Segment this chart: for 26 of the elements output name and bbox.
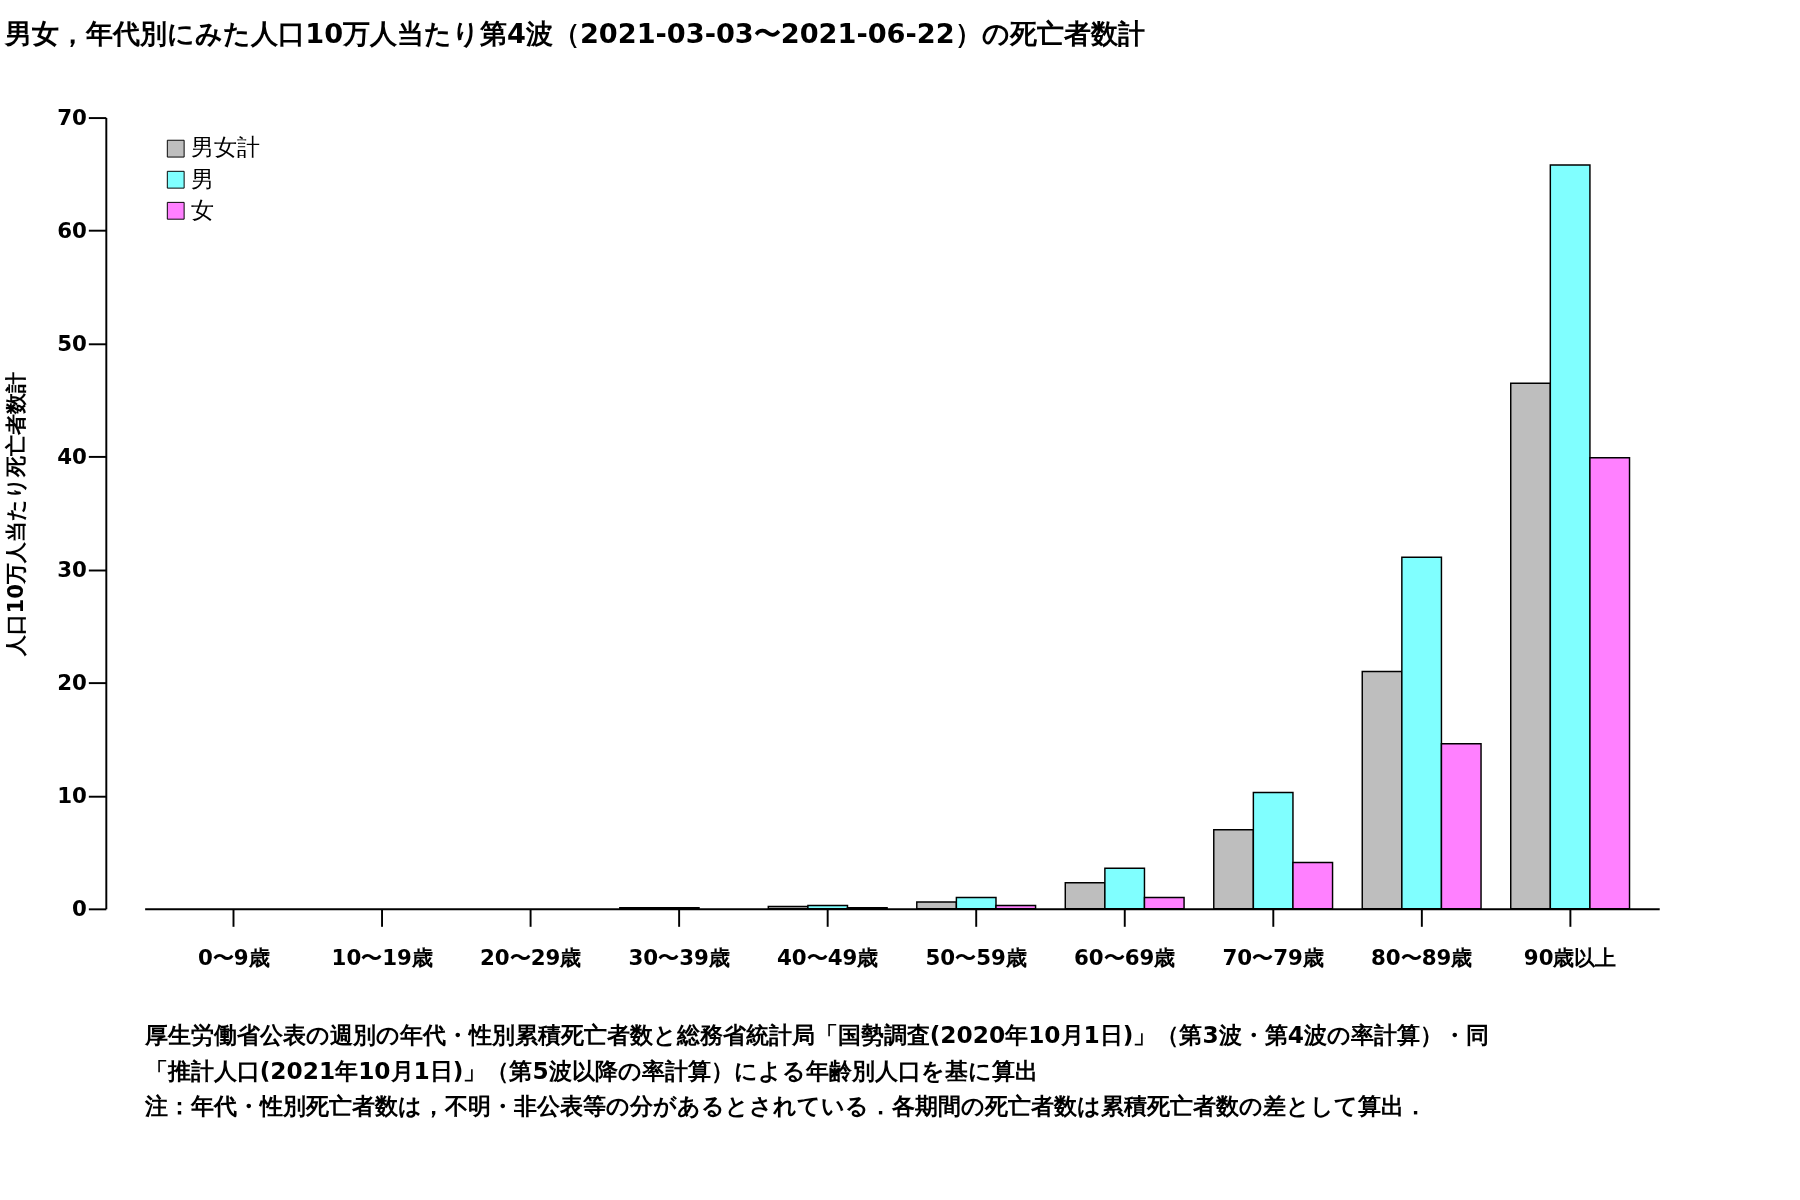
y-tick-label: 0: [72, 896, 87, 922]
y-tick-label: 70: [57, 104, 87, 130]
x-tick-label: 20〜29歳: [480, 944, 582, 970]
y-tick-label: 40: [57, 443, 87, 469]
x-tick-label: 80〜89歳: [1370, 944, 1473, 970]
chart-title: 男女，年代別にみた人口10万人当たり第4波（2021-03-03〜2021-06-22）の死亡者数計: [4, 17, 1145, 49]
x-tick-label: 60〜69歳: [1073, 944, 1176, 970]
x-tick-label: 70〜79歳: [1222, 944, 1324, 970]
y-tick-label: 30: [57, 557, 87, 583]
y-axis-title: 人口10万人当たり死亡者数計: [3, 371, 29, 657]
y-tick-label: 20: [57, 670, 87, 696]
text: 厚生労働省公表の週別の年代・性別累積死亡者数と総務省統計局「国勢調査(2020年10月1日)」（第3波・第4波の率計算）・同: [143, 1021, 1489, 1049]
x-tick-label: 40〜49歳: [777, 944, 879, 970]
legend-label: 女: [191, 195, 215, 223]
text: 「推計人口(2021年10月1日)」（第5波以降の率計算）による年齢別人口を基に算出: [144, 1056, 1038, 1084]
y-tick-label: 60: [57, 217, 87, 243]
x-tick-label: 50〜59歳: [925, 944, 1027, 970]
x-tick-label: 0〜9歳: [197, 944, 270, 970]
x-tick-label: 30〜39歳: [628, 944, 730, 970]
text: 注：年代・性別死亡者数は，不明・非公表等の分があるとされている．各期間の死亡者数は累積死亡者数の差として算出．: [143, 1092, 1427, 1120]
y-tick-label: 10: [57, 783, 87, 809]
x-tick-label: 10〜19歳: [331, 944, 433, 970]
legend-label: 男: [191, 164, 215, 192]
x-tick-label: 90歳以上: [1523, 944, 1617, 970]
legend-label: 男女計: [191, 133, 261, 161]
y-tick-label: 50: [57, 330, 87, 356]
